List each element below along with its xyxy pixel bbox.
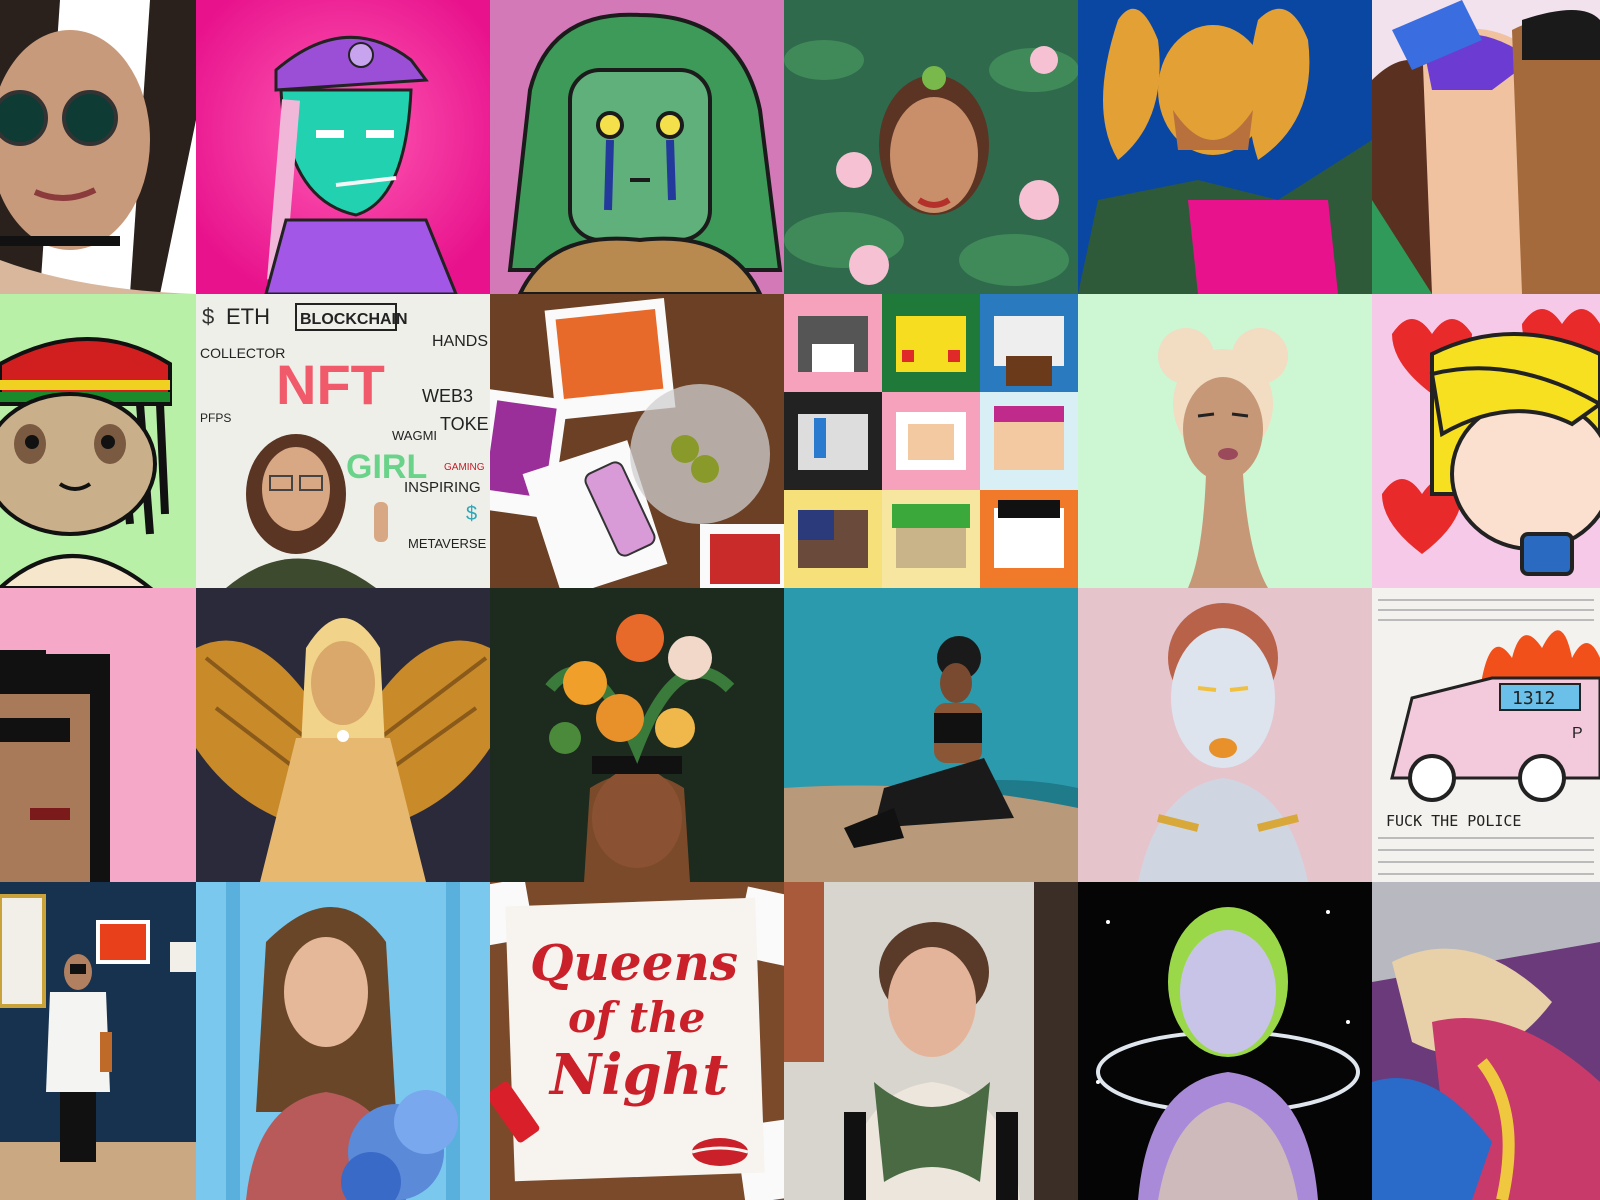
tile-pixel-cats-grid [784,294,1078,588]
wall-word: PFPS [200,411,231,425]
tile-gallery-visitor [0,882,196,1200]
tile-chrome-3d-woman [1078,588,1372,882]
tile-woman-blue-wall [196,882,490,1200]
tile-abstract-paint [1372,882,1600,1200]
wall-word: $ [202,304,214,329]
wall-word: ETH [226,304,270,329]
car-plate-number: 1312 [1512,688,1555,709]
wall-word: METAVERSE [408,536,487,551]
wall-word: GAMING [444,462,485,473]
tile-polaroids-martini-table [490,294,784,588]
wall-word: BLOCKCHAIN [300,311,408,328]
wall-word: COLLECTOR [200,345,285,361]
wall-word: GIRL [346,448,427,486]
tile-nft-wall-selfie: $ ETH BLOCKCHAIN HANDS COLLECTOR NFT WEB… [196,294,490,588]
tile-braids-sunglasses-portrait [0,0,196,294]
tile-green-hair-crying-girl [490,0,784,294]
tile-colorful-faces-group [1372,0,1600,294]
wall-word: TOKEN [440,414,490,434]
tile-blonde-chibi-hearts [1372,294,1600,588]
poster-title-line-3: Night [548,1042,728,1108]
wall-word: HANDS [432,333,488,350]
tile-burning-police-car: 1312 P FUCK THE POLICE [1372,588,1600,882]
tile-neon-cosmic-figure [1078,882,1372,1200]
tile-pigtails-green-jacket [1078,0,1372,294]
wall-word: INSPIRING [404,479,481,496]
tile-woman-teal-backdrop [784,588,1078,882]
police-caption: FUCK THE POLICE [1386,812,1521,830]
tile-woman-green-scarf [784,882,1078,1200]
tile-flower-head-woman [490,588,784,882]
tile-teal-face-purple-cap [196,0,490,294]
tile-golden-winged-goddess [196,588,490,882]
tile-pixel-punk-woman [0,588,196,882]
wall-word: WAGMI [392,428,437,443]
wall-word: NFT [276,353,385,416]
poster-title-line-2: of the [568,993,705,1042]
wall-word: $ [466,503,477,525]
wall-word: WEB3 [422,386,473,406]
poster-title-line-1: Queens [530,933,738,992]
tile-rasta-sloth [0,294,196,588]
tile-minimal-bun-woman [1078,294,1372,588]
car-door-text: P [1572,725,1583,742]
tile-woman-in-lily-pond [784,0,1078,294]
tile-queens-of-the-night-poster: Queens of the Night [490,882,784,1200]
